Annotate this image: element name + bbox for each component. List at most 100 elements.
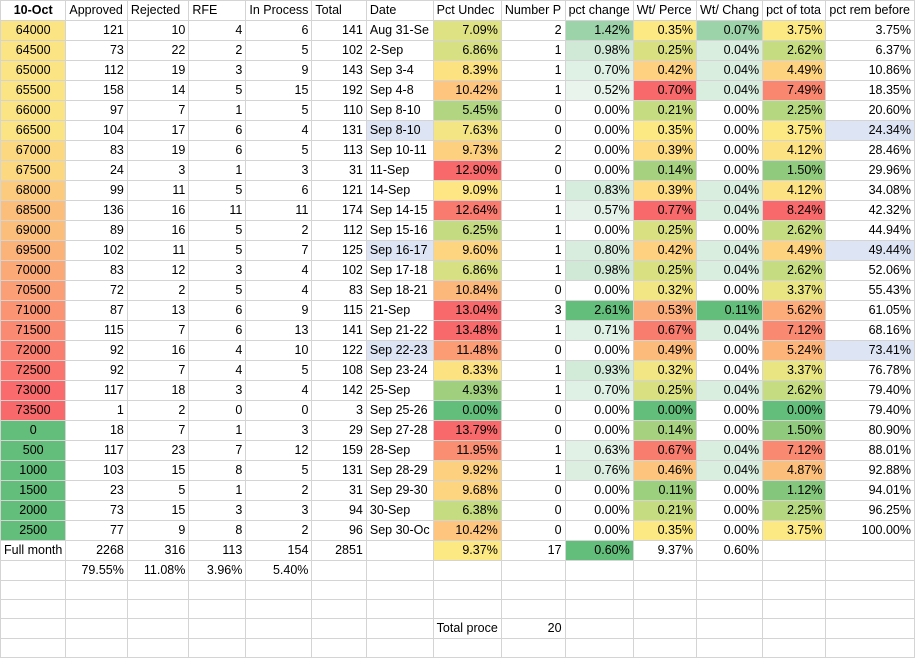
cell-col-10[interactable]: 0.39%	[632, 180, 698, 201]
cell-col-10[interactable]: 0.35%	[632, 20, 698, 41]
cell-col-9[interactable]: 0.00%	[564, 280, 634, 301]
cell-col-4[interactable]: 6	[245, 20, 313, 41]
cell-col-5[interactable]: 142	[311, 380, 367, 401]
empty-cell[interactable]	[564, 580, 634, 600]
cell-col-2[interactable]: 16	[126, 200, 190, 221]
cell-col-5[interactable]: 125	[311, 240, 367, 261]
empty-cell[interactable]	[825, 580, 915, 600]
cell-col-10[interactable]: 0.67%	[632, 440, 698, 461]
cell-col-3[interactable]: 8	[188, 520, 247, 541]
cell-col-9[interactable]: 0.00%	[564, 520, 634, 541]
cell-col-4[interactable]: 10	[245, 340, 313, 361]
column-header[interactable]: pct of tota	[762, 0, 827, 21]
cell-col-1[interactable]: 24	[65, 160, 128, 181]
empty-cell[interactable]	[311, 618, 367, 639]
cell-col-10[interactable]: 0.21%	[632, 500, 698, 521]
cell-col-7[interactable]: 13.04%	[432, 300, 502, 321]
column-header[interactable]: Approved	[65, 0, 128, 21]
percent-cell[interactable]: 11.08%	[126, 560, 190, 581]
cell-col-4[interactable]: 5	[245, 100, 313, 121]
cell-col-0[interactable]: 1500	[0, 480, 67, 501]
cell-col-9[interactable]: 1.42%	[564, 20, 634, 41]
percent-cell[interactable]: 5.40%	[245, 560, 313, 581]
percent-cell[interactable]	[500, 560, 566, 581]
cell-col-2[interactable]: 19	[126, 140, 190, 161]
cell-col-6[interactable]: Sep 23-24	[365, 360, 434, 381]
cell-col-6[interactable]: Sep 18-21	[365, 280, 434, 301]
cell-col-12[interactable]: 3.75%	[762, 520, 827, 541]
cell-col-12[interactable]: 5.24%	[762, 340, 827, 361]
cell-col-5[interactable]: 108	[311, 360, 367, 381]
cell-col-4[interactable]: 2	[245, 520, 313, 541]
cell-col-1[interactable]: 136	[65, 200, 128, 221]
cell-col-4[interactable]: 15	[245, 80, 313, 101]
empty-cell[interactable]	[311, 580, 367, 600]
cell-col-11[interactable]: 0.00%	[696, 140, 764, 161]
empty-cell[interactable]	[65, 618, 128, 639]
cell-col-5[interactable]: 29	[311, 420, 367, 441]
empty-cell[interactable]	[126, 618, 190, 639]
cell-col-11[interactable]: 0.00%	[696, 160, 764, 181]
cell-col-13[interactable]: 80.90%	[825, 420, 915, 441]
column-header[interactable]: Wt/ Chang	[696, 0, 764, 21]
empty-cell[interactable]	[188, 580, 247, 600]
cell-col-12[interactable]: 1.50%	[762, 420, 827, 441]
cell-col-7[interactable]: 11.95%	[432, 440, 502, 461]
cell-col-10[interactable]: 0.14%	[632, 160, 698, 181]
cell-col-8[interactable]: 0	[500, 160, 566, 181]
cell-col-9[interactable]: 0.98%	[564, 260, 634, 281]
cell-col-8[interactable]: 3	[500, 300, 566, 321]
empty-cell[interactable]	[564, 638, 634, 658]
cell-col-4[interactable]: 4	[245, 260, 313, 281]
cell-col-2[interactable]: 9	[126, 520, 190, 541]
cell-col-6[interactable]: Sep 8-10	[365, 120, 434, 141]
cell-col-11[interactable]: 0.00%	[696, 100, 764, 121]
percent-cell[interactable]	[825, 560, 915, 581]
cell-col-0[interactable]: 2500	[0, 520, 67, 541]
cell-col-3[interactable]: 4	[188, 20, 247, 41]
cell-col-13[interactable]: 10.86%	[825, 60, 915, 81]
cell-col-7[interactable]: 9.60%	[432, 240, 502, 261]
cell-col-8[interactable]: 0	[500, 100, 566, 121]
cell-col-8[interactable]: 0	[500, 480, 566, 501]
summary-cell[interactable]: 316	[126, 540, 190, 561]
cell-col-12[interactable]: 4.49%	[762, 60, 827, 81]
cell-col-0[interactable]: 69000	[0, 220, 67, 241]
cell-col-6[interactable]: 11-Sep	[365, 160, 434, 181]
column-header[interactable]: pct rem before	[825, 0, 915, 21]
cell-col-11[interactable]: 0.00%	[696, 500, 764, 521]
cell-col-13[interactable]: 20.60%	[825, 100, 915, 121]
cell-col-9[interactable]: 0.98%	[564, 40, 634, 61]
cell-col-12[interactable]: 2.25%	[762, 500, 827, 521]
cell-col-5[interactable]: 102	[311, 40, 367, 61]
cell-col-2[interactable]: 16	[126, 220, 190, 241]
cell-col-0[interactable]: 70000	[0, 260, 67, 281]
cell-col-2[interactable]: 2	[126, 280, 190, 301]
cell-col-0[interactable]: 500	[0, 440, 67, 461]
empty-cell[interactable]	[825, 638, 915, 658]
cell-col-0[interactable]: 72000	[0, 340, 67, 361]
cell-col-4[interactable]: 4	[245, 120, 313, 141]
empty-cell[interactable]	[0, 580, 67, 600]
cell-col-6[interactable]: Sep 25-26	[365, 400, 434, 421]
cell-col-7[interactable]: 11.48%	[432, 340, 502, 361]
cell-col-0[interactable]: 67000	[0, 140, 67, 161]
cell-col-9[interactable]: 0.00%	[564, 120, 634, 141]
summary-cell[interactable]	[762, 540, 827, 561]
cell-col-12[interactable]: 1.12%	[762, 480, 827, 501]
cell-col-11[interactable]: 0.07%	[696, 20, 764, 41]
cell-col-4[interactable]: 5	[245, 360, 313, 381]
cell-col-7[interactable]: 8.39%	[432, 60, 502, 81]
cell-col-4[interactable]: 6	[245, 180, 313, 201]
cell-col-3[interactable]: 0	[188, 400, 247, 421]
percent-cell[interactable]	[0, 560, 67, 581]
empty-cell[interactable]	[188, 638, 247, 658]
empty-cell[interactable]	[762, 618, 827, 639]
cell-col-0[interactable]: 1000	[0, 460, 67, 481]
cell-col-2[interactable]: 7	[126, 420, 190, 441]
cell-col-8[interactable]: 1	[500, 200, 566, 221]
cell-col-0[interactable]: 64500	[0, 40, 67, 61]
cell-col-9[interactable]: 0.00%	[564, 100, 634, 121]
cell-col-3[interactable]: 4	[188, 340, 247, 361]
cell-col-2[interactable]: 18	[126, 380, 190, 401]
